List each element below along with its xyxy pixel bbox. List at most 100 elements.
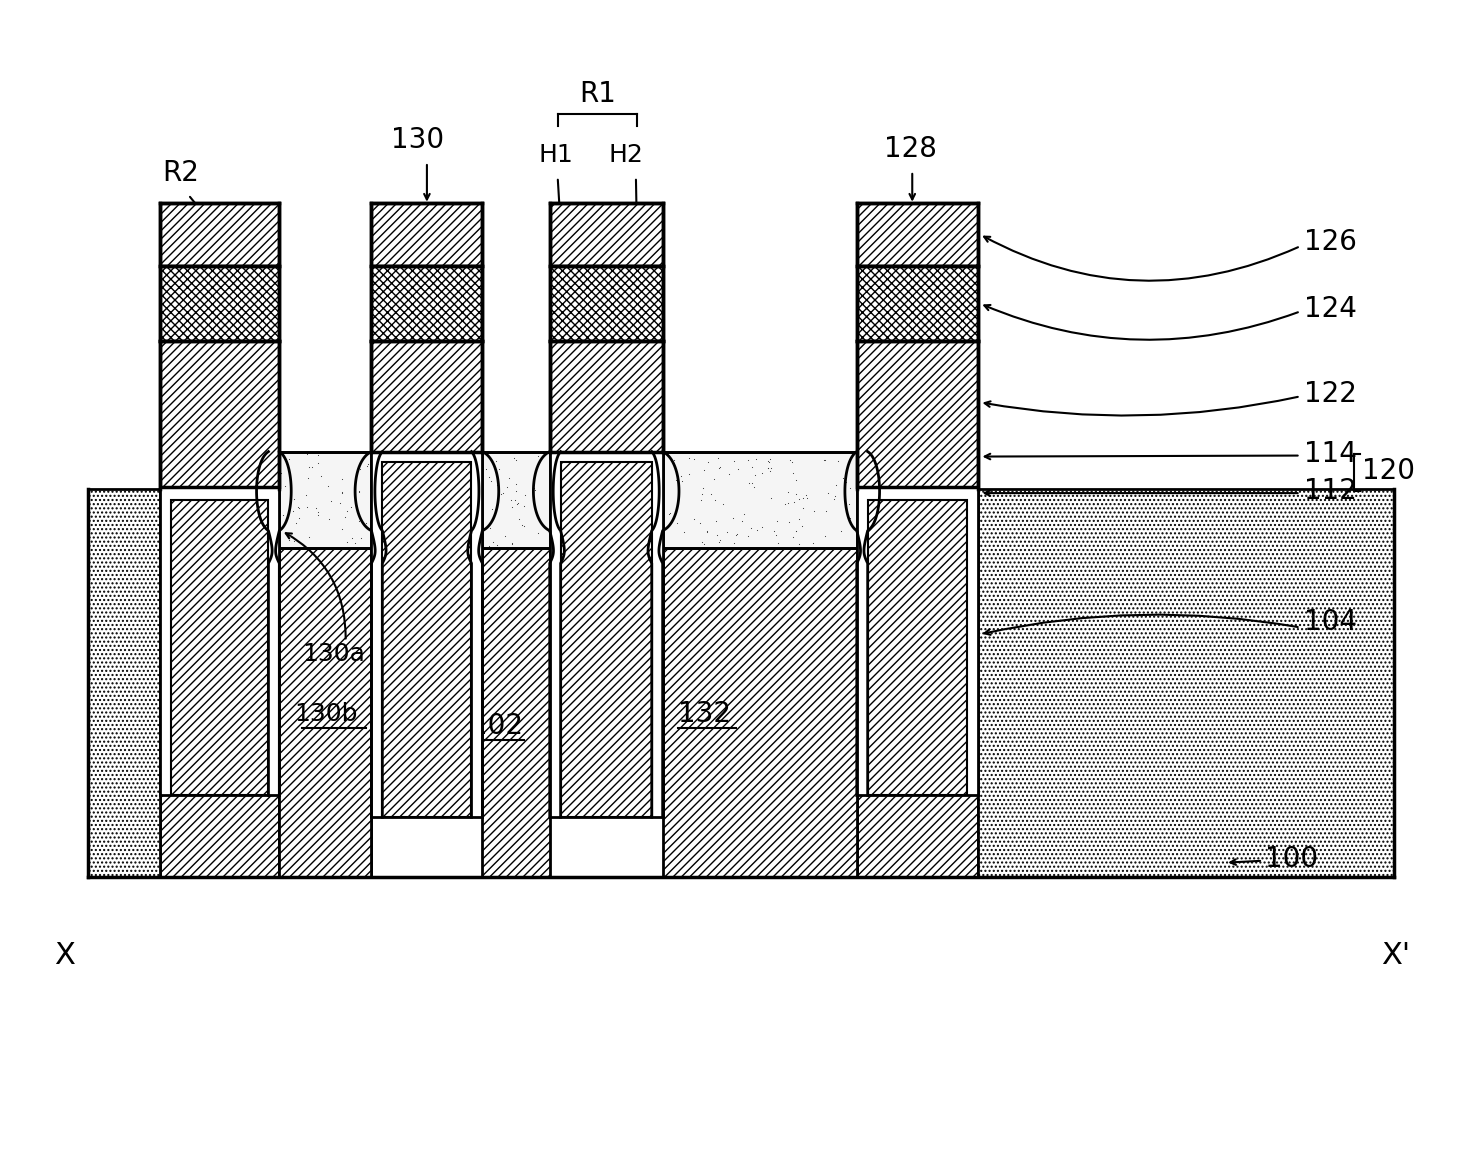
Point [827, 452, 850, 470]
Point [706, 449, 729, 468]
Point [758, 461, 782, 480]
Point [758, 449, 782, 468]
Point [497, 468, 520, 487]
Point [688, 514, 712, 533]
Point [839, 508, 862, 527]
Point [279, 482, 302, 501]
Point [758, 453, 782, 472]
Point [795, 489, 818, 508]
Point [278, 527, 301, 545]
Point [767, 534, 790, 552]
Point [526, 447, 549, 466]
Text: 120: 120 [1362, 457, 1414, 486]
Text: R1: R1 [579, 80, 615, 108]
Bar [371, 203, 482, 266]
Point [814, 450, 837, 469]
Text: 128: 128 [884, 135, 937, 163]
Point [300, 457, 323, 476]
Point [339, 497, 362, 516]
Point [278, 449, 301, 468]
Text: 102: 102 [470, 712, 523, 740]
Point [824, 476, 847, 495]
Point [295, 445, 318, 463]
Point [671, 472, 694, 490]
Point [790, 489, 814, 508]
Point [500, 535, 523, 554]
Bar [482, 452, 549, 549]
Bar [561, 462, 652, 818]
Point [773, 494, 796, 513]
Point [307, 446, 330, 465]
Point [504, 450, 527, 469]
Text: 132: 132 [678, 700, 730, 728]
Point [657, 504, 681, 523]
Bar [171, 500, 269, 795]
Point [281, 502, 304, 521]
Point [478, 467, 501, 486]
Point [790, 499, 814, 517]
Point [676, 465, 700, 483]
Point [700, 484, 723, 503]
Text: 130a: 130a [302, 642, 365, 666]
Point [678, 448, 701, 467]
Text: H2: H2 [609, 143, 643, 168]
Point [801, 534, 824, 552]
Point [814, 527, 837, 545]
Point [780, 528, 804, 547]
Point [785, 522, 808, 541]
Point [726, 460, 749, 479]
Point [776, 482, 799, 501]
Point [479, 518, 503, 537]
Point [780, 453, 804, 472]
Text: H1: H1 [538, 143, 573, 168]
Bar [279, 452, 371, 549]
Point [749, 517, 773, 536]
Point [795, 486, 818, 504]
Text: R2: R2 [162, 160, 199, 187]
Point [343, 534, 367, 552]
Bar [856, 489, 977, 876]
Bar [549, 203, 663, 266]
Point [282, 490, 305, 509]
Text: 126: 126 [1305, 228, 1357, 256]
Point [297, 469, 320, 488]
Bar [371, 266, 482, 341]
Point [513, 486, 536, 504]
Point [802, 502, 825, 521]
Point [348, 511, 371, 530]
Point [297, 457, 320, 476]
Point [730, 511, 754, 530]
Bar [549, 452, 663, 818]
Point [489, 484, 513, 503]
Point [709, 530, 732, 549]
Point [503, 448, 526, 467]
Point [659, 503, 682, 522]
Point [695, 522, 719, 541]
Point [830, 521, 853, 540]
Point [834, 473, 858, 491]
Point [485, 476, 508, 495]
Point [704, 511, 728, 530]
Point [722, 534, 745, 552]
Point [523, 480, 546, 499]
Point [500, 490, 523, 509]
Point [665, 470, 688, 489]
Bar [482, 549, 549, 876]
Point [663, 452, 687, 470]
Bar [856, 341, 977, 487]
Point [507, 509, 530, 528]
Point [479, 472, 503, 490]
Point [745, 521, 768, 540]
Text: 112: 112 [1305, 477, 1357, 506]
Point [495, 477, 519, 496]
Point [837, 494, 861, 513]
Point [506, 495, 529, 514]
Point [815, 502, 839, 521]
Point [294, 486, 317, 504]
Point [725, 526, 748, 544]
Point [823, 489, 846, 508]
Point [504, 474, 527, 493]
Point [330, 520, 354, 538]
Point [329, 494, 352, 513]
Point [349, 460, 373, 479]
